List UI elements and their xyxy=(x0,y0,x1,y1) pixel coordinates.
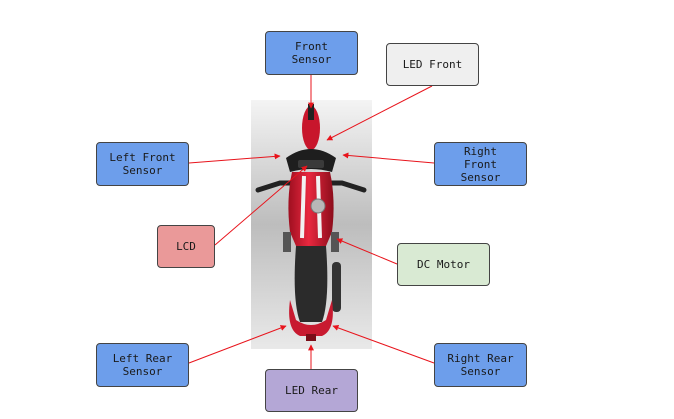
front-sensor-box: Front Sensor xyxy=(265,31,358,75)
front-tire xyxy=(308,104,314,120)
arrow-led-front xyxy=(326,85,433,141)
tail-fairing xyxy=(289,300,333,336)
dc-motor-box: DC Motor xyxy=(397,243,490,286)
arrow-left-front-sensor xyxy=(188,153,281,164)
led-front-box: LED Front xyxy=(386,43,479,86)
motorcycle-image xyxy=(251,100,372,349)
right-rear-sensor-box: Right Rear Sensor xyxy=(434,343,527,387)
fuel-cap xyxy=(310,198,326,214)
engine-right xyxy=(331,232,339,252)
fuel-tank xyxy=(288,172,334,246)
engine-left xyxy=(283,232,291,252)
lcd-box: LCD xyxy=(157,225,215,268)
tail-light xyxy=(306,334,316,341)
led-rear-box: LED Rear xyxy=(265,369,358,412)
left-rear-sensor-box: Left Rear Sensor xyxy=(96,343,189,387)
dashboard-lcd xyxy=(298,160,324,168)
arrow-right-front-sensor xyxy=(342,152,435,164)
arrow-right-rear-sensor xyxy=(332,325,435,364)
seat xyxy=(294,246,328,322)
left-front-sensor-box: Left Front Sensor xyxy=(96,142,189,186)
front-fender xyxy=(302,106,320,150)
arrow-dc-motor xyxy=(336,238,398,265)
exhaust xyxy=(332,262,341,312)
arrow-left-rear-sensor xyxy=(188,325,287,364)
connector-arrows xyxy=(188,75,435,369)
right-front-sensor-box: Right Front Sensor xyxy=(434,142,527,186)
arrow-lcd xyxy=(214,165,308,246)
